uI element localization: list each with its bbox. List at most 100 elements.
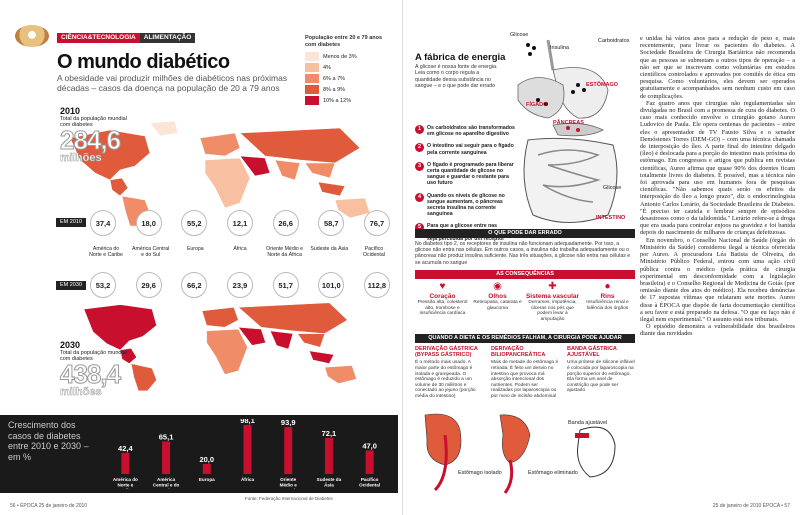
step-text: Quando os níveis de glicose no sangue au… — [427, 192, 505, 218]
region-value-2010: 58,7 — [318, 210, 345, 236]
legend-label: 10% a 12% — [323, 97, 352, 104]
region-name: Oriente Médio e Norte da África — [266, 246, 304, 258]
kidney-icon: ● — [604, 281, 611, 292]
page-title: O mundo diabético — [57, 51, 230, 73]
legend-item: 8% a 9% — [305, 84, 390, 95]
region-value-2030: 53,2 — [90, 272, 116, 298]
estomago-label: ESTÔMAGO — [586, 82, 619, 88]
growth-value-label: 65,1 — [159, 432, 174, 441]
right-page: A fábrica de energia A glicose é nossa f… — [402, 0, 800, 515]
year-2030-block: 2030 Total da população mundial com diab… — [60, 340, 130, 398]
legend-swatch — [305, 63, 319, 72]
step-number-icon: 3 — [415, 161, 424, 171]
consequence-title: Olhos — [488, 293, 507, 300]
left-page: CIÊNCIA&TECNOLOGIA ALIMENTAÇÃO O mundo d… — [0, 0, 398, 515]
growth-category-label: Ásia — [324, 482, 334, 488]
surgery-title: BANDA GÁSTRICA AJUSTÁVEL — [567, 346, 617, 359]
surgery-list: DERIVAÇÃO GÁSTRICA (BYPASS GÁSTRICO) É o … — [415, 346, 635, 400]
growth-category-label: Norte e — [117, 483, 133, 488]
growth-bar — [284, 427, 293, 474]
growth-value-label: 93,9 — [281, 419, 296, 427]
surgery-title: DERIVAÇÃO GÁSTRICA (BYPASS GÁSTRICO) — [415, 346, 478, 359]
page-subtitle: A obesidade vai produzir milhões de diab… — [57, 73, 288, 93]
region-name: América do Norte e Caribe — [89, 246, 123, 258]
donut-icon — [15, 25, 49, 47]
region-name: Europa — [186, 246, 204, 252]
region-value-2030: 23,9 — [226, 272, 253, 298]
consequences-header: AS CONSEQUÊNCIAS — [415, 270, 635, 279]
legend-label: Menos de 3% — [323, 53, 357, 60]
region-value-2010: 76,7 — [363, 210, 390, 236]
circles-2010: 37,4 18,0 55,2 12,1 26,6 58,7 76,7 — [90, 210, 390, 236]
step-number-icon: 1 — [415, 125, 424, 134]
year-2010-caption: Total da população mundial com diabetes — [60, 116, 127, 128]
fabrica-step: 4 Quando os níveis de glicose no sangue a… — [415, 192, 515, 218]
growth-category-label: Norte da — [279, 488, 298, 489]
total-2010: 284,6 — [60, 125, 122, 155]
region-value-2010: 26,6 — [272, 210, 299, 236]
glicose-top-label: Glicose — [510, 32, 529, 38]
growth-bar — [121, 452, 130, 474]
section-bar: CIÊNCIA&TECNOLOGIA ALIMENTAÇÃO — [57, 33, 196, 43]
region-name: Pacífico Ocidental — [362, 246, 385, 258]
legend-swatch — [305, 52, 319, 61]
growth-value-label: 47,0 — [362, 442, 377, 451]
region-value-2010: 12,1 — [226, 210, 253, 236]
growth-category-label: América — [157, 477, 176, 482]
growth-category-label: Caribe — [118, 488, 133, 489]
heart-icon: ♥ — [439, 281, 446, 292]
source-note: Fonte: Federação Internacional de Diabet… — [245, 496, 333, 501]
legend-swatch — [305, 96, 319, 105]
legend-label: 4% — [323, 64, 331, 71]
fabrica-intro: A glicose é nossa fonte de energia. Leia… — [415, 64, 498, 89]
vascular-icon: ✚ — [548, 281, 557, 292]
article-paragraph: e unidas há vários anos para a redução d… — [640, 35, 795, 100]
surgery-label-2: Estômago eliminado — [528, 470, 578, 476]
intestino-label: INTESTINO — [596, 215, 626, 221]
growth-value-label: 72,1 — [322, 429, 337, 438]
region-value-2010: 18,0 — [135, 210, 162, 236]
surgery-text: É o método mais usado. A maior parte do … — [415, 360, 476, 399]
fabrica-title: A fábrica de energia — [415, 52, 506, 63]
growth-category-label: Central e do — [153, 483, 180, 488]
growth-panel: Crescimento dos casos de diabetes entre … — [0, 415, 398, 493]
fabrica-step: 1 Os carboidratos são transformados em gl… — [415, 125, 515, 137]
consequence-text: Derrames, impotência, úlceras nos pés qu… — [528, 300, 577, 322]
wrong-text: No diabetes tipo 2, os receptores de ins… — [415, 241, 631, 266]
anatomy-illustration: Glicose Insulina Carboidratos ESTÔMAGO F… — [508, 30, 633, 250]
legend-label: 8% a 9% — [323, 86, 346, 93]
legend-item: Menos de 3% — [305, 51, 390, 62]
growth-bar — [243, 424, 252, 474]
legend-title: População entre 20 e 79 anos com diabete… — [305, 35, 383, 48]
pancreas-label: PÂNCREAS — [553, 120, 584, 126]
legend-item: 10% a 12% — [305, 95, 390, 106]
growth-category-label: Sudeste da — [317, 477, 342, 482]
growth-value-label: 98,1 — [240, 419, 255, 425]
figado-label: FÍGADO — [526, 102, 548, 108]
step-number-icon: 2 — [415, 143, 424, 153]
consequence-title: Sistema vascular — [525, 293, 580, 300]
wrong-header: O QUE PODE DAR ERRADO — [415, 229, 635, 238]
region-value-2030: 51,7 — [272, 272, 299, 298]
region-name: Sudeste da Ásia — [310, 246, 349, 252]
tag-2030: EM 2030 — [56, 281, 86, 290]
folio-right: 25 de janeiro de 2010 ÉPOCA • 57 — [712, 503, 790, 509]
map-legend: População entre 20 e 79 anos com diabete… — [305, 35, 390, 106]
consequences-list: ♥ Coração Pressão alta, colesterol alto, t… — [415, 281, 635, 322]
surgery-label-1: Estômago isolado — [458, 470, 502, 476]
total-2030: 438,4 — [60, 359, 122, 389]
step-number-icon: 5 — [415, 223, 424, 233]
insulina-label: Insulina — [550, 45, 569, 51]
growth-chart-title: Crescimento dos casos de diabetes entre … — [8, 420, 89, 462]
region-name: América Central e do Sul — [132, 246, 170, 258]
surgery-item: DERIVAÇÃO GÁSTRICA (BYPASS GÁSTRICO) É o … — [415, 346, 483, 400]
step-number-icon: 4 — [415, 192, 424, 202]
region-value-2010: 55,2 — [181, 210, 208, 236]
subsection-label: ALIMENTAÇÃO — [139, 33, 196, 43]
legend-label: 6% a 7% — [323, 75, 346, 82]
world-map-2030 — [83, 302, 357, 392]
surgery-title: DERIVAÇÃO BILIOPANCREÁTICA — [491, 346, 546, 359]
consequence-item: ◉ Olhos Retinopatia, catarata e glaucoma — [470, 281, 525, 322]
